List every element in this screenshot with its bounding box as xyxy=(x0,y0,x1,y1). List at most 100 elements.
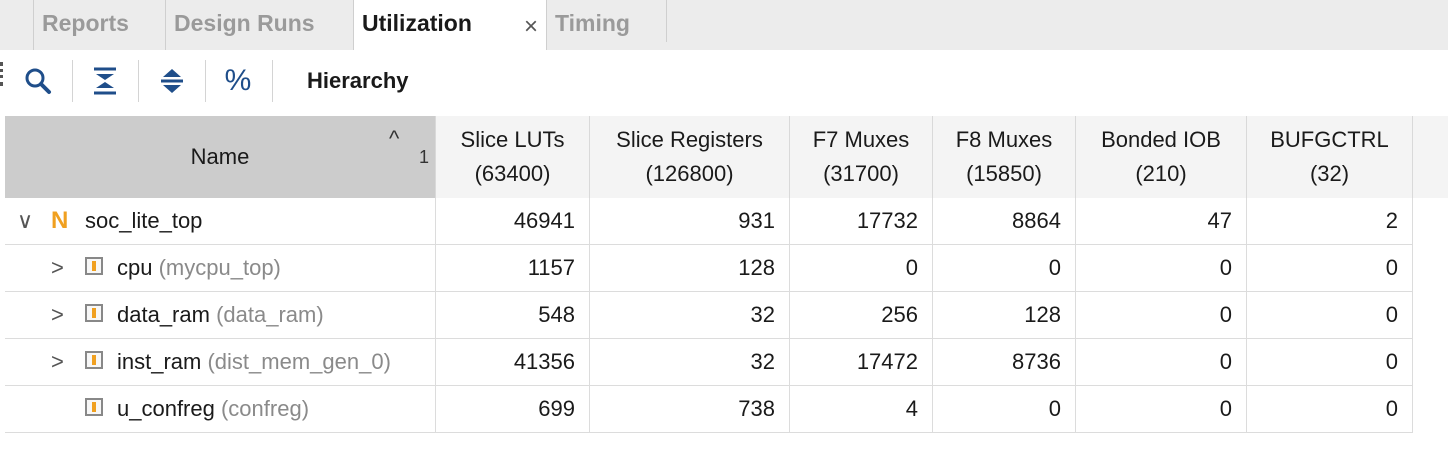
tab-reports[interactable]: Reports xyxy=(33,0,165,50)
column-header-capacity: (126800) xyxy=(645,161,734,186)
value-cell: 128 xyxy=(590,245,790,291)
hierarchy-label: Hierarchy xyxy=(307,68,409,93)
value-cell: 4 xyxy=(790,386,933,432)
search-button[interactable] xyxy=(17,56,59,106)
value-cell: 8736 xyxy=(933,339,1076,385)
column-header-label: Bonded IOB xyxy=(1101,127,1221,152)
table-row[interactable]: ∨ N soc_lite_top 46941 931 17732 8864 47… xyxy=(5,198,1413,245)
instance-label: soc_lite_top xyxy=(85,208,203,233)
expand-chevron-icon[interactable]: ∨ xyxy=(17,208,34,233)
instance-icon xyxy=(85,257,103,275)
column-header-slice-luts[interactable]: Slice LUTs (63400) xyxy=(436,116,590,198)
expand-all-button[interactable] xyxy=(151,56,193,106)
column-header-f8-muxes[interactable]: F8 Muxes (15850) xyxy=(933,116,1076,198)
toolbar-grip-icon[interactable] xyxy=(0,62,3,86)
tab-label: Design Runs xyxy=(174,10,315,36)
column-header-label: BUFGCTRL xyxy=(1270,127,1389,152)
column-header-label: F7 Muxes xyxy=(812,127,910,152)
name-cell: > inst_ram (dist_mem_gen_0) xyxy=(5,339,436,385)
toolbar-separator xyxy=(272,60,273,102)
column-header-label: F8 Muxes xyxy=(955,127,1053,152)
value-cell: 0 xyxy=(1076,386,1247,432)
expand-chevron-icon[interactable]: > xyxy=(51,302,64,327)
column-header-capacity: (15850) xyxy=(966,161,1042,186)
value-cell: 0 xyxy=(1247,339,1413,385)
instance-icon xyxy=(85,304,103,322)
value-cell: 0 xyxy=(933,245,1076,291)
column-header-capacity: (63400) xyxy=(474,161,551,186)
tab-label: Reports xyxy=(42,10,129,36)
toolbar-separator xyxy=(138,60,139,102)
tab-utilization[interactable]: Utilization × xyxy=(353,0,546,52)
sort-ascending-icon: ^ xyxy=(389,126,400,151)
tab-bar: Reports Design Runs Utilization × Timing xyxy=(0,0,1448,52)
column-header-capacity: (210) xyxy=(1135,161,1187,186)
column-header-bufgctrl[interactable]: BUFGCTRL (32) xyxy=(1247,116,1413,198)
table-row[interactable]: > inst_ram (dist_mem_gen_0) 41356 32 174… xyxy=(5,339,1413,386)
column-header-slice-registers[interactable]: Slice Registers (126800) xyxy=(590,116,790,198)
instance-icon xyxy=(85,398,103,416)
value-cell: 0 xyxy=(1076,245,1247,291)
value-cell: 548 xyxy=(436,292,590,338)
value-cell: 0 xyxy=(1247,292,1413,338)
percent-icon: % xyxy=(224,64,252,97)
value-cell: 8864 xyxy=(933,198,1076,244)
table-row[interactable]: > cpu (mycpu_top) 1157 128 0 0 0 0 xyxy=(5,245,1413,292)
instance-label: u_confreg (confreg) xyxy=(117,396,310,421)
collapse-all-button[interactable] xyxy=(84,56,126,106)
toolbar xyxy=(0,50,1448,116)
column-header-bonded-iob[interactable]: Bonded IOB (210) xyxy=(1076,116,1247,198)
value-cell: 0 xyxy=(1076,339,1247,385)
tab-design-runs[interactable]: Design Runs xyxy=(165,0,353,50)
value-cell: 931 xyxy=(590,198,790,244)
tab-label: Utilization xyxy=(362,10,472,36)
column-header-label: Name xyxy=(190,144,250,169)
sort-order-index: 1 xyxy=(419,147,430,167)
value-cell: 41356 xyxy=(436,339,590,385)
tab-timing[interactable]: Timing xyxy=(546,0,666,50)
value-cell: 0 xyxy=(790,245,933,291)
tab-label: Timing xyxy=(555,10,630,36)
value-cell: 738 xyxy=(590,386,790,432)
column-header-f7-muxes[interactable]: F7 Muxes (31700) xyxy=(790,116,933,198)
column-header-name[interactable]: Name ^ 1 xyxy=(5,116,436,198)
name-cell: ∨ N soc_lite_top xyxy=(5,198,436,244)
column-header-label: Slice LUTs xyxy=(460,127,565,152)
close-icon[interactable]: × xyxy=(523,13,538,40)
value-cell: 47 xyxy=(1076,198,1247,244)
value-cell: 32 xyxy=(590,339,790,385)
name-cell: > cpu (mycpu_top) xyxy=(5,245,436,291)
name-cell: > data_ram (data_ram) xyxy=(5,292,436,338)
value-cell: 2 xyxy=(1247,198,1413,244)
tab-divider xyxy=(666,0,667,42)
search-icon xyxy=(25,68,51,94)
column-header-capacity: (32) xyxy=(1309,161,1350,186)
instance-label: cpu (mycpu_top) xyxy=(117,255,281,280)
expand-chevron-icon[interactable]: > xyxy=(51,349,64,374)
value-cell: 256 xyxy=(790,292,933,338)
name-cell: u_confreg (confreg) xyxy=(5,386,436,432)
collapse-all-icon xyxy=(94,67,116,95)
value-cell: 17472 xyxy=(790,339,933,385)
value-cell: 0 xyxy=(1076,292,1247,338)
value-cell: 128 xyxy=(933,292,1076,338)
value-cell: 46941 xyxy=(436,198,590,244)
toolbar-separator xyxy=(205,60,206,102)
table-row[interactable]: > data_ram (data_ram) 548 32 256 128 0 0 xyxy=(5,292,1413,339)
value-cell: 0 xyxy=(1247,245,1413,291)
expand-all-icon xyxy=(161,69,183,93)
instance-label: data_ram (data_ram) xyxy=(117,302,324,327)
column-header-capacity: (31700) xyxy=(823,161,899,186)
table-row[interactable]: u_confreg (confreg) 699 738 4 0 0 0 xyxy=(5,386,1413,433)
column-header-label: Slice Registers xyxy=(616,127,763,152)
value-cell: 17732 xyxy=(790,198,933,244)
expand-chevron-icon[interactable]: > xyxy=(51,255,64,280)
value-cell: 0 xyxy=(933,386,1076,432)
percent-button[interactable]: % xyxy=(217,56,259,106)
value-cell: 32 xyxy=(590,292,790,338)
instance-icon xyxy=(85,351,103,369)
toolbar-separator xyxy=(72,60,73,102)
value-cell: 1157 xyxy=(436,245,590,291)
value-cell: 699 xyxy=(436,386,590,432)
instance-label: inst_ram (dist_mem_gen_0) xyxy=(117,349,391,374)
